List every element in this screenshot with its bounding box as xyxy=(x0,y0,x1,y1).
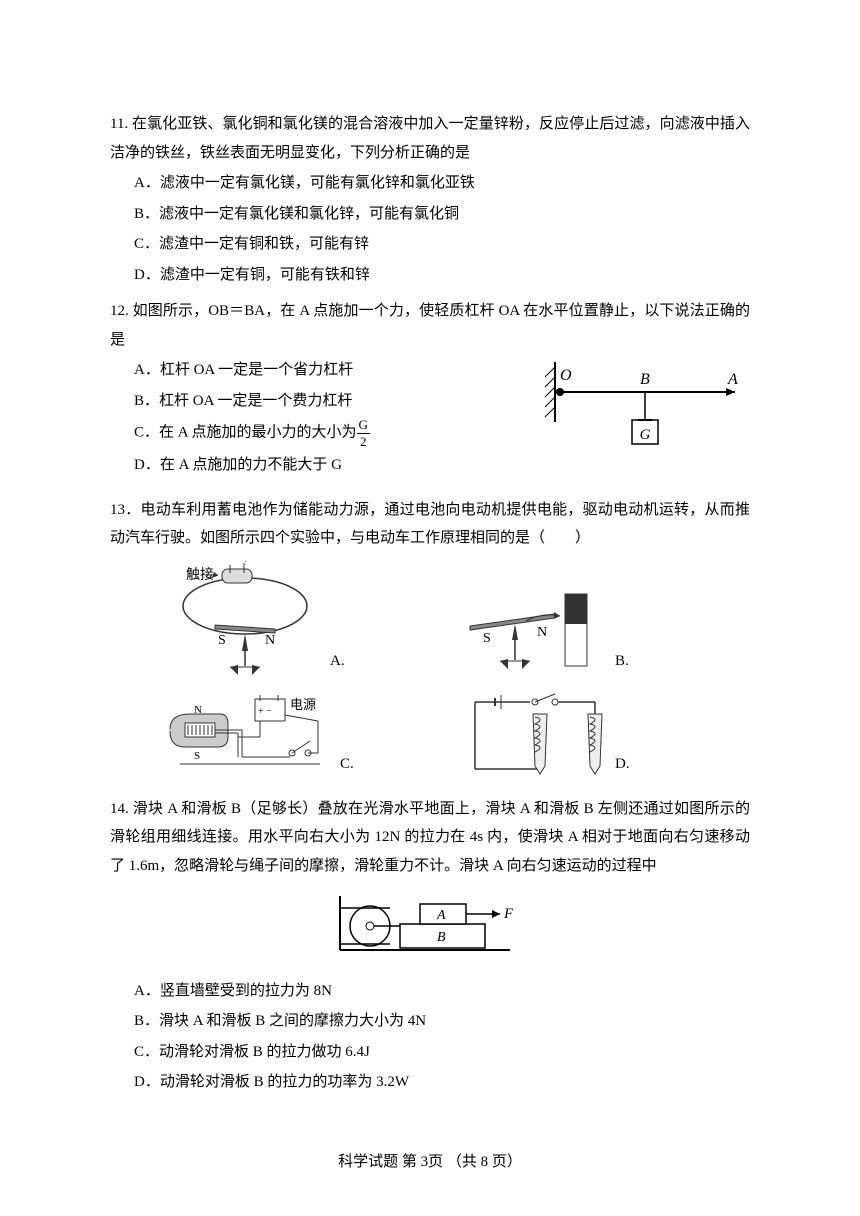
q12-option-b: B．杠杆 OA 一定是一个费力杠杆 xyxy=(134,387,530,416)
q14-option-b: B．滑块 A 和滑板 B 之间的摩擦力大小为 4N xyxy=(134,1007,750,1036)
q11-option-a: A．滤液中一定有氯化镁，可能有氯化锌和氯化亚铁 xyxy=(134,169,750,198)
svg-text:−: − xyxy=(227,561,234,566)
label-B14: B xyxy=(437,930,446,945)
q13-label-d: D. xyxy=(615,750,635,779)
svg-text:+ −: + − xyxy=(258,706,272,717)
q12-figure: O B A G xyxy=(540,362,750,462)
q12-option-c: C．在 A 点施加的最小力的大小为G2 xyxy=(134,417,530,449)
q14-option-c: C．动滑轮对滑板 B 的拉力做功 6.4J xyxy=(134,1038,750,1067)
label-S-b: S xyxy=(483,631,491,646)
label-N-a: N xyxy=(265,633,275,648)
frac-den: 2 xyxy=(357,434,370,450)
q14-options: A．竖直墙壁受到的拉力为 8N B．滑块 A 和滑板 B 之间的摩擦力大小为 4… xyxy=(110,977,750,1097)
label-touch: 触接 xyxy=(186,566,214,583)
label-N-c: N xyxy=(194,704,202,716)
q13-item-c: N S + − xyxy=(160,684,455,779)
question-12: 12. 如图所示，OB＝BA，在 A 点施加一个力，使轻质杠杆 OA 在水平位置… xyxy=(110,297,750,482)
q11-option-d: D．滤渣中一定有铜，可能有铁和锌 xyxy=(134,261,750,290)
q14-option-d: D．动滑轮对滑板 B 的拉力的功率为 3.2W xyxy=(134,1068,750,1097)
q13-num: 13． xyxy=(110,502,141,518)
q11-stem: 11. 在氯化亚铁、氯化铜和氯化镁的混合溶液中加入一定量锌粉，反应停止后过滤，向… xyxy=(110,110,750,167)
question-11: 11. 在氯化亚铁、氯化铜和氯化镁的混合溶液中加入一定量锌粉，反应停止后过滤，向… xyxy=(110,110,750,289)
q11-option-c: C．滤渣中一定有铜和铁，可能有锌 xyxy=(134,230,750,259)
q13-item-d: D. xyxy=(455,684,750,779)
label-S-c: S xyxy=(194,750,200,762)
q12-option-a: A．杠杆 OA 一定是一个省力杠杆 xyxy=(134,356,530,385)
label-F: F xyxy=(503,906,514,922)
question-14: 14. 滑块 A 和滑板 B（足够长）叠放在光滑水平地面上，滑块 A 和滑板 B… xyxy=(110,795,750,1097)
fraction-icon: G2 xyxy=(357,417,370,449)
q14-figure: A B F xyxy=(110,888,750,969)
q13-label-b: B. xyxy=(615,647,635,676)
label-A: A xyxy=(727,371,738,388)
label-N-b: N xyxy=(537,625,547,640)
page-footer: 科学试题 第 3页 （共 8 页） xyxy=(0,1148,860,1177)
q13-stem-text: 电动车利用蓄电池作为储能动力源，通过电池向电动机提供电能，驱动电动机运转，从而推… xyxy=(110,502,750,547)
q12-c-pre: C．在 A 点施加的最小力的大小为 xyxy=(134,425,357,441)
q13-item-a: − + 触接 S N A. xyxy=(160,561,455,676)
label-src: 电源 xyxy=(290,697,316,712)
q11-options: A．滤液中一定有氯化镁，可能有氯化锌和氯化亚铁 B．滤液中一定有氯化镁和氯化锌，… xyxy=(110,169,750,289)
question-13: 13．电动车利用蓄电池作为储能动力源，通过电池向电动机提供电能，驱动电动机运转，… xyxy=(110,496,750,787)
label-O: O xyxy=(560,367,572,384)
q14-stem: 14. 滑块 A 和滑板 B（足够长）叠放在光滑水平地面上，滑块 A 和滑板 B… xyxy=(110,795,750,881)
q12-options: A．杠杆 OA 一定是一个省力杠杆 B．杠杆 OA 一定是一个费力杠杆 C．在 … xyxy=(110,356,530,480)
q12-stem: 12. 如图所示，OB＝BA，在 A 点施加一个力，使轻质杠杆 OA 在水平位置… xyxy=(110,297,750,354)
q14-option-a: A．竖直墙壁受到的拉力为 8N xyxy=(134,977,750,1006)
label-S-a: S xyxy=(218,633,226,648)
q11-option-b: B．滤液中一定有氯化镁和氯化锌，可能有氯化铜 xyxy=(134,200,750,229)
label-A14: A xyxy=(436,908,446,923)
q13-label-c: C. xyxy=(340,750,360,779)
q13-item-b: S N B. xyxy=(455,561,750,676)
label-B: B xyxy=(640,371,650,388)
label-G: G xyxy=(640,427,651,443)
q12-option-d: D．在 A 点施加的力不能大于 G xyxy=(134,451,530,480)
svg-text:+: + xyxy=(242,561,249,566)
q13-label-a: A. xyxy=(330,647,350,676)
q13-stem: 13．电动车利用蓄电池作为储能动力源，通过电池向电动机提供电能，驱动电动机运转，… xyxy=(110,496,750,553)
frac-num: G xyxy=(357,417,370,434)
